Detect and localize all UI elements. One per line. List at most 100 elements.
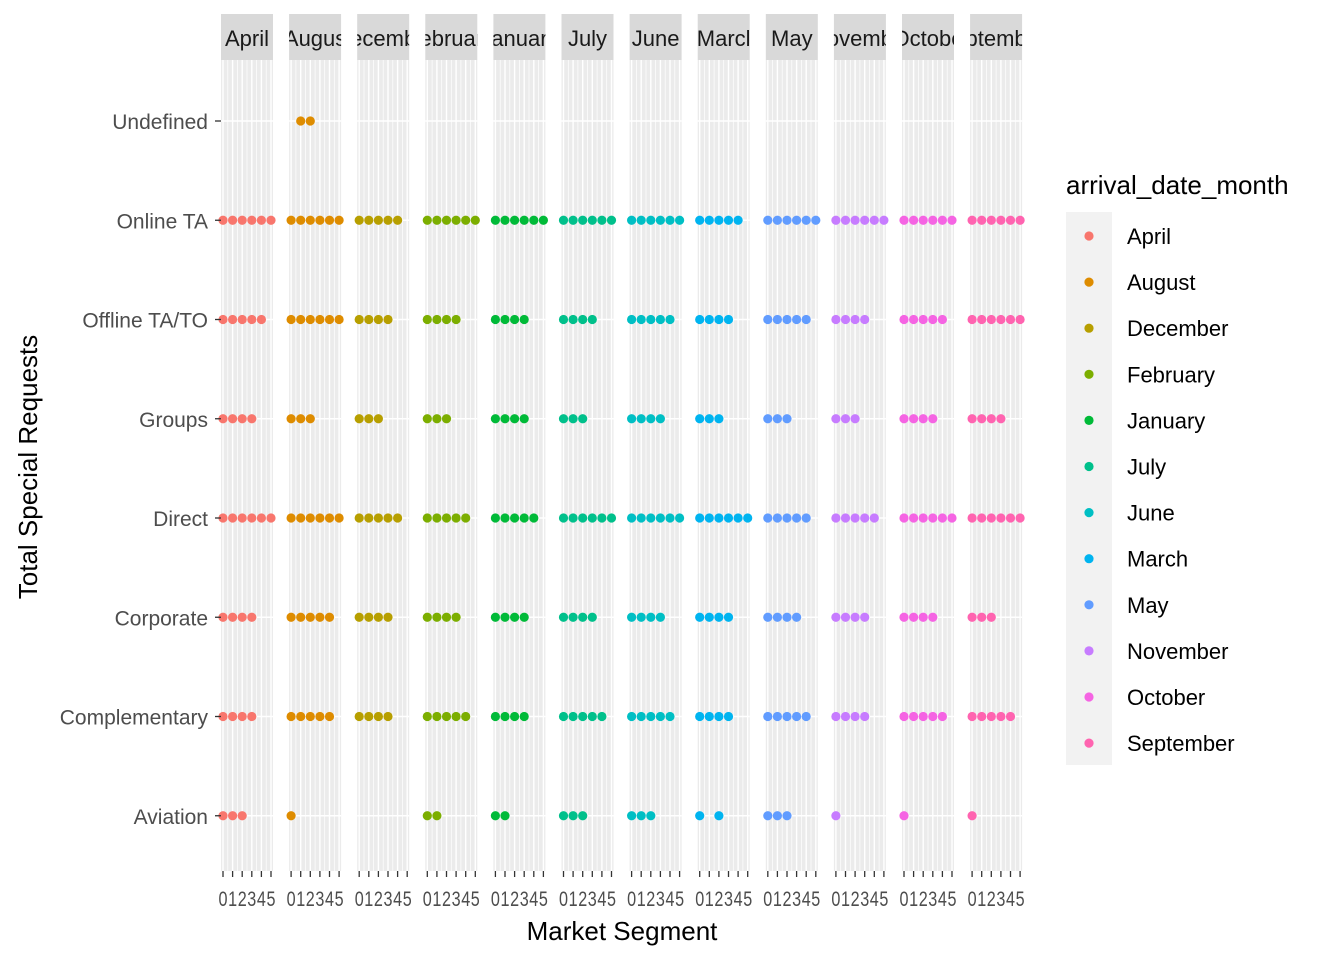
data-point (597, 513, 607, 523)
data-point (286, 811, 296, 821)
data-point (393, 513, 403, 523)
data-point (996, 215, 1006, 225)
data-point (519, 612, 529, 622)
data-point (840, 314, 851, 325)
x-tick-label: 0 (900, 888, 909, 911)
data-point (1005, 314, 1016, 325)
data-point (237, 612, 247, 622)
data-point (578, 314, 588, 325)
data-point (782, 612, 792, 622)
x-tick-label: 5 (811, 888, 820, 911)
data-point (364, 711, 374, 722)
x-tick-label: 4 (734, 888, 743, 911)
x-tick-label: 0 (968, 888, 977, 911)
data-point (558, 612, 569, 622)
facet-strip (357, 14, 410, 60)
data-point (568, 314, 578, 325)
facet-strip (697, 14, 750, 60)
data-point (558, 215, 569, 225)
data-point (782, 414, 792, 424)
data-point (509, 414, 520, 424)
legend-label: June (1127, 501, 1175, 526)
legend-label: January (1127, 408, 1205, 433)
data-point (996, 414, 1006, 424)
data-point (587, 513, 597, 523)
x-tick-label: 0 (423, 888, 432, 911)
x-tick-label: 1 (228, 888, 237, 911)
x-tick-label: 3 (656, 888, 665, 911)
data-point (568, 612, 578, 622)
x-tick-label: 3 (588, 888, 597, 911)
data-point (490, 811, 500, 821)
data-point (665, 314, 675, 325)
x-tick-label: 0 (491, 888, 500, 911)
x-tick-label: 2 (578, 888, 587, 911)
data-point (782, 215, 792, 225)
data-point (899, 811, 909, 821)
data-point (636, 513, 646, 523)
data-point (937, 711, 948, 722)
data-point (1005, 215, 1016, 225)
data-point (909, 513, 919, 523)
data-point (909, 711, 919, 722)
data-point (490, 314, 500, 325)
data-point (324, 513, 335, 523)
facet-strip (493, 14, 546, 60)
data-point (850, 215, 860, 225)
data-point (763, 414, 773, 424)
data-point (879, 215, 889, 225)
data-point (247, 513, 257, 523)
facet-strip-label: Octobe (893, 26, 964, 51)
legend-label: April (1127, 224, 1171, 249)
data-point (655, 612, 666, 622)
legend-item-january: January (1084, 408, 1205, 433)
x-tick-label: 2 (851, 888, 860, 911)
data-point (296, 314, 306, 325)
data-point (704, 215, 714, 225)
data-point (646, 711, 656, 722)
data-point (334, 314, 344, 325)
data-point (286, 513, 296, 523)
x-tick-label: 1 (705, 888, 714, 911)
data-point (937, 314, 948, 325)
x-tick-label: 0 (219, 888, 228, 911)
data-point (1015, 513, 1025, 523)
data-point (967, 612, 977, 622)
data-point (1005, 513, 1016, 523)
y-tick-label: Corporate (115, 607, 208, 630)
legend-label: August (1127, 270, 1196, 295)
data-point (354, 711, 364, 722)
data-point (977, 314, 987, 325)
data-point (509, 513, 520, 523)
data-point (850, 414, 860, 424)
data-point (354, 612, 364, 622)
x-tick-label: 2 (783, 888, 792, 911)
data-point (441, 414, 452, 424)
legend-key (1084, 277, 1094, 287)
legend-key (1084, 231, 1094, 241)
data-point (831, 215, 841, 225)
data-point (899, 215, 909, 225)
data-point (490, 711, 500, 722)
data-point (1015, 314, 1025, 325)
data-point (636, 414, 646, 424)
data-point (909, 612, 919, 622)
facet-strip-label: June (632, 26, 680, 51)
data-point (977, 711, 987, 722)
x-tick-label: 2 (919, 888, 928, 911)
x-tick-label: 4 (461, 888, 470, 911)
data-point (695, 811, 705, 821)
data-point (568, 414, 578, 424)
data-point (218, 612, 228, 622)
data-point (869, 215, 879, 225)
data-point (772, 811, 783, 821)
data-point (763, 711, 773, 722)
data-point (218, 414, 228, 424)
data-point (782, 711, 792, 722)
data-point (324, 215, 335, 225)
data-point (996, 314, 1006, 325)
data-point (704, 513, 714, 523)
data-point (500, 215, 510, 225)
data-point (568, 711, 578, 722)
data-point (763, 612, 773, 622)
